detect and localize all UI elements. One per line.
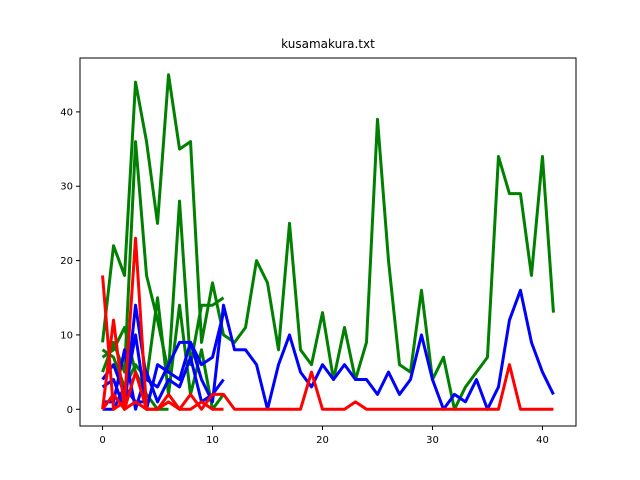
- x-tick-label: 20: [316, 435, 329, 446]
- y-tick-label: 30: [60, 182, 73, 193]
- x-tick-label: 0: [99, 435, 105, 446]
- y-tick-label: 20: [60, 256, 73, 267]
- y-axis: 0 10 20 30 40: [60, 107, 80, 415]
- x-tick-label: 40: [536, 435, 549, 446]
- y-tick-label: 40: [60, 107, 73, 118]
- x-tick-label: 30: [426, 435, 439, 446]
- x-tick-label: 10: [206, 435, 219, 446]
- plot-lines: [103, 75, 554, 410]
- x-axis: 0 10 20 30 40: [99, 426, 548, 446]
- chart-title: kusamakura.txt: [281, 37, 375, 51]
- y-tick-label: 0: [67, 405, 73, 416]
- y-tick-label: 10: [60, 330, 73, 341]
